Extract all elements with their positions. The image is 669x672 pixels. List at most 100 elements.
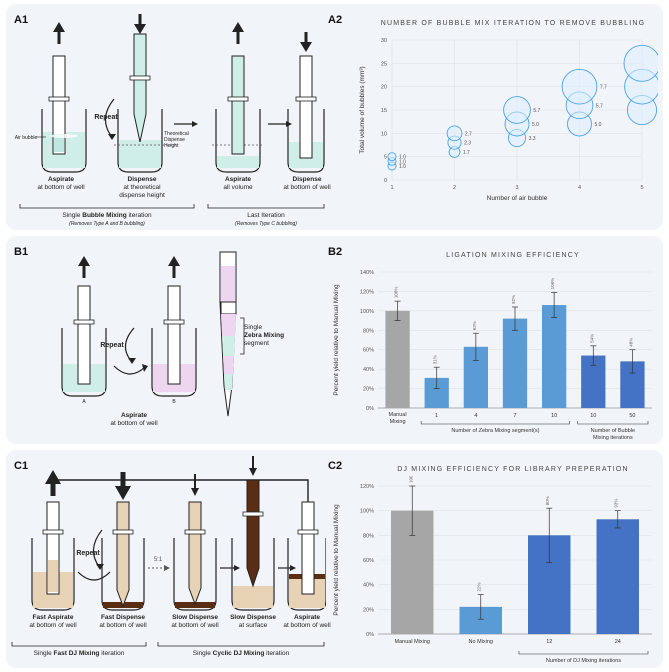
x-category-label: 12	[546, 639, 552, 645]
x-category-label: Manual	[389, 412, 407, 418]
air-bubble-label: Air bubble	[14, 135, 38, 141]
x-category-label: 7	[513, 413, 516, 419]
value-label: 54%	[589, 334, 594, 343]
group-fast-dj-label: Single Fast DJ Mixing iteration	[33, 650, 125, 657]
panel-label-c2: C2	[328, 460, 343, 472]
bubble-label: 7.7	[600, 85, 607, 91]
value-label: 48%	[628, 338, 633, 347]
bar	[502, 318, 528, 408]
x-category-label: 1	[435, 413, 438, 419]
tube-slow-dispense-surface	[231, 456, 275, 611]
step-c5-caption: Aspirate at bottom of well	[283, 614, 331, 629]
group-label: Number of DJ Mixing iterations	[546, 658, 621, 664]
y-axis-label: Percent yield relative to Manual Mixing	[333, 284, 340, 396]
group-bracket	[420, 421, 571, 425]
value-label: 80%	[545, 496, 550, 505]
y-tick-label: 40%	[363, 583, 374, 589]
panel-label-a1: A1	[14, 14, 29, 26]
y-tick-label: 140%	[360, 270, 374, 276]
step-a3-caption: Aspirate all volume	[223, 176, 253, 191]
x-category-label: 4	[474, 413, 477, 419]
y-tick-label: 0	[384, 178, 387, 184]
y-tick-label: 120%	[360, 484, 374, 490]
bubble-point	[387, 152, 397, 162]
y-tick-label: 60%	[363, 348, 374, 354]
value-label: 63%	[472, 321, 477, 330]
group-cyclic-dj-label: Single Cyclic DJ Mixing iteration	[192, 650, 290, 657]
tube-aspirate-bottom	[41, 22, 87, 173]
y-tick-label: 40%	[363, 367, 374, 373]
x-tick-label: 5	[640, 185, 643, 191]
y-tick-label: 20%	[363, 607, 374, 613]
value-label: 93%	[614, 499, 619, 508]
theoretical-height-label: Theoretical Dispense Height	[164, 131, 189, 149]
dj-efficiency-chart: 0% 20% 40% 60% 80% 100% 120% Percent yield rela…	[333, 476, 652, 664]
repeat-label-a: Repeat	[94, 114, 118, 121]
bubble-label: 2.7	[465, 131, 472, 137]
panel-a: A1 A2	[6, 4, 663, 230]
step-a2-caption: Dispense at theoretical dispense height	[119, 176, 165, 199]
y-tick-label: 5	[384, 155, 387, 161]
tube-slow-dispense-bottom	[173, 474, 217, 611]
bubble-label: 5.7	[533, 108, 540, 114]
bar	[385, 310, 410, 408]
tube-aspirate-bottom-c	[287, 501, 326, 611]
value-label: 106%	[550, 278, 555, 290]
bar	[596, 519, 639, 634]
bubble-label: 1.0	[399, 155, 406, 161]
step-c2-caption: Fast Dispense at bottom of well	[99, 614, 147, 629]
chart-a2-title: NUMBER OF BUBBLE MIX ITERATION TO REMOVE…	[380, 20, 646, 27]
x-category-label: Mixing	[390, 419, 406, 425]
bubble-label: 5.0	[532, 122, 539, 128]
x-category-label: No Mixing	[469, 639, 493, 645]
step-a4-caption: Dispense at bottom of well	[283, 176, 331, 191]
ligation-efficiency-chart: 0% 20% 40% 60% 80% 100% 120% 140% Percent yield …	[333, 270, 652, 441]
panel-c: C1 C2	[6, 450, 663, 668]
panel-b: B1 B2	[6, 236, 663, 444]
ratio-label: 5:1	[153, 557, 163, 563]
x-category-label: 24	[615, 639, 621, 645]
tube-a	[61, 256, 107, 397]
zebra-mixing-diagram	[61, 251, 245, 417]
x-axis-label: Number of air bubble	[487, 195, 548, 202]
y-tick-label: 20%	[363, 387, 374, 393]
group-label: Number of Zebra Mixing segment(s)	[451, 428, 539, 434]
x-tick-label: 3	[515, 185, 518, 191]
x-category-label: 10	[551, 413, 557, 419]
value-label: 100%	[394, 287, 399, 299]
dj-mixing-diagram	[11, 456, 326, 647]
tube-b	[151, 256, 197, 397]
value-label: 92%	[511, 295, 516, 304]
step-a1-caption: Aspirate at bottom of well	[37, 176, 85, 191]
bubble-label: 1.7	[463, 150, 470, 156]
group-label: Number of Bubble	[591, 428, 635, 434]
y-tick-label: 80%	[363, 533, 374, 539]
tube-fast-aspirate	[31, 470, 75, 611]
x-category-label: Manual Mixing	[395, 639, 430, 645]
zebra-segment-label: Single Zebra Mixing segment	[244, 324, 285, 347]
bubble-point	[623, 44, 658, 82]
y-tick-label: 0%	[366, 406, 374, 412]
bubble-label: 3.3	[529, 136, 536, 142]
y-tick-label: 20	[381, 85, 387, 91]
step-c1-caption: Fast Aspirate at bottom of well	[29, 614, 77, 629]
y-tick-label: 25	[381, 61, 387, 67]
group-bracket	[518, 651, 649, 655]
tube-aspirate-all	[212, 22, 264, 173]
y-axis-label: Percent yield relative to Manual Mixing	[333, 504, 340, 616]
x-category-label: 10	[590, 413, 596, 419]
group-last-iteration-label: Last Iteration (Removes Type C bubbling)	[235, 212, 297, 227]
panel-label-b2: B2	[328, 246, 343, 258]
y-tick-label: 100%	[360, 509, 374, 515]
bubble-label: 2.3	[464, 141, 471, 147]
bubble-label: 1.0	[399, 164, 406, 170]
zebra-tip	[219, 251, 245, 417]
step-c4-caption: Slow Dispense at surface	[230, 614, 276, 629]
tube-a-label: A	[82, 399, 86, 405]
group-bubble-mixing-label: Single Bubble Mixing iteration (Removes T…	[62, 212, 152, 227]
tube-dispense-theoretical	[114, 14, 176, 173]
step-c3-caption: Slow Dispense at bottom of well	[171, 614, 219, 629]
y-tick-label: 30	[381, 38, 387, 44]
x-tick-label: 1	[390, 185, 393, 191]
aspirate-caption-b: Aspirate at bottom of well	[110, 412, 158, 427]
